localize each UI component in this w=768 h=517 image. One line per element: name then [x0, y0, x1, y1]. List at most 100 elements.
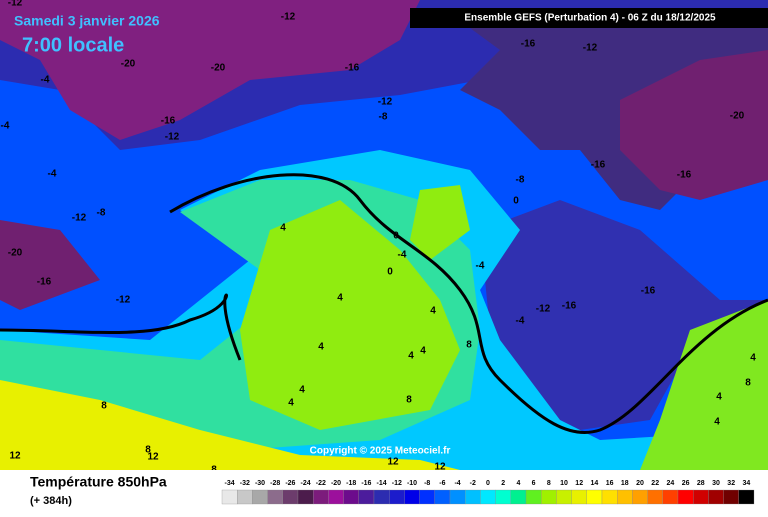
- contour-label: 0: [393, 231, 399, 242]
- legend-label: -4: [454, 480, 460, 487]
- legend-label: 4: [516, 480, 520, 487]
- legend-swatch: [373, 489, 390, 505]
- contour-label: -20: [8, 248, 23, 259]
- legend-swatch: [237, 489, 253, 505]
- legend-label: 30: [712, 480, 720, 487]
- temperature-field: [0, 0, 768, 470]
- contour-label: -16: [641, 286, 656, 297]
- contour-label: -12: [378, 97, 393, 108]
- legend-swatch: [571, 489, 587, 505]
- contour-label: -12: [536, 304, 551, 315]
- legend-swatch: [541, 489, 557, 505]
- legend-label: 16: [606, 480, 614, 487]
- legend-swatch: [404, 489, 420, 505]
- contour-label: 4: [714, 417, 720, 428]
- contour-label: 4: [288, 398, 294, 409]
- contour-label: -20: [121, 59, 136, 70]
- contour-label: -12: [281, 12, 296, 23]
- legend-label: -32: [240, 480, 250, 487]
- contour-label: 8: [406, 395, 412, 406]
- legend-swatch: [556, 489, 572, 505]
- contour-label: 12: [147, 452, 159, 463]
- legend-label: 22: [651, 480, 659, 487]
- legend-swatch: [601, 489, 618, 505]
- legend-swatch: [723, 489, 739, 505]
- legend-label: -20: [331, 480, 341, 487]
- forecast-date: Samedi 3 janvier 2026: [14, 13, 160, 29]
- legend-swatch: [586, 489, 603, 505]
- balkan-cold: [480, 200, 768, 430]
- legend-label: 0: [486, 480, 490, 487]
- canada-cold: [0, 220, 100, 310]
- contour-label: 12: [9, 451, 21, 462]
- contour-label: 8: [745, 378, 751, 389]
- legend-swatch: [252, 489, 268, 505]
- legend-swatch: [434, 489, 451, 505]
- contour-label: -12: [165, 132, 180, 143]
- contour-label: 8: [466, 340, 472, 351]
- variable-title: Température 850hPa: [30, 474, 167, 490]
- copyright: Copyright © 2025 Meteociel.fr: [310, 446, 451, 457]
- legend-label: -18: [346, 480, 356, 487]
- contour-label: 4: [408, 351, 414, 362]
- contour-label: 4: [750, 353, 756, 364]
- legend-label: -14: [377, 480, 387, 487]
- contour-label: 4: [420, 346, 426, 357]
- contour-label: 8: [101, 401, 107, 412]
- legend-swatch: [480, 489, 496, 505]
- contour-label: 4: [716, 392, 722, 403]
- legend-swatch: [358, 489, 375, 505]
- zero-isotherm: [0, 173, 768, 435]
- contour-label: -20: [211, 63, 226, 74]
- uk-green: [410, 185, 470, 260]
- contour-label: 8: [145, 445, 151, 456]
- contour-label: -16: [591, 160, 606, 171]
- legend-swatch: [693, 489, 709, 505]
- legend-label: -12: [392, 480, 402, 487]
- legend-label: 20: [636, 480, 644, 487]
- legend-swatch: [647, 489, 663, 505]
- legend-label: 32: [727, 480, 735, 487]
- legend-swatch: [510, 489, 527, 505]
- legend-swatch: [662, 489, 679, 505]
- contour-label: 4: [318, 342, 324, 353]
- contour-label: 12: [434, 462, 446, 473]
- legend-label: -34: [225, 480, 235, 487]
- legend-swatch: [677, 489, 694, 505]
- legend-label: -22: [316, 480, 326, 487]
- contour-label: -4: [41, 75, 50, 86]
- legend-label: 26: [682, 480, 690, 487]
- legend-label: 18: [621, 480, 629, 487]
- contour-label: 0: [387, 267, 393, 278]
- contour-label: -4: [48, 169, 57, 180]
- contour-label: -16: [37, 277, 52, 288]
- legend-label: 2: [501, 480, 505, 487]
- legend-label: -16: [361, 480, 371, 487]
- contour-label: -8: [379, 112, 388, 123]
- legend-label: 34: [743, 480, 751, 487]
- legend-swatch: [267, 489, 283, 505]
- contour-label: -8: [516, 175, 525, 186]
- header-box: [410, 8, 768, 28]
- contour-label: -12: [583, 43, 598, 54]
- legend-label: -26: [285, 480, 295, 487]
- contour-label: -16: [345, 63, 360, 74]
- contour-label: 4: [299, 385, 305, 396]
- contour-label: -4: [516, 316, 525, 327]
- legend-swatch: [282, 489, 299, 505]
- warm-yellow: [0, 380, 460, 470]
- legend-label: -30: [255, 480, 265, 487]
- legend-swatch: [495, 489, 511, 505]
- contour-label: -12: [8, 0, 23, 9]
- legend-swatch: [465, 489, 481, 505]
- forecast-time: 7:00 locale: [22, 34, 124, 56]
- contour-label: 12: [387, 457, 399, 468]
- legend-label: 6: [532, 480, 536, 487]
- east-green: [640, 300, 768, 470]
- legend-swatch: [389, 489, 405, 505]
- warm-green: [240, 200, 460, 430]
- legend-swatch: [449, 489, 466, 505]
- contour-label: -16: [521, 39, 536, 50]
- legend-label: 28: [697, 480, 705, 487]
